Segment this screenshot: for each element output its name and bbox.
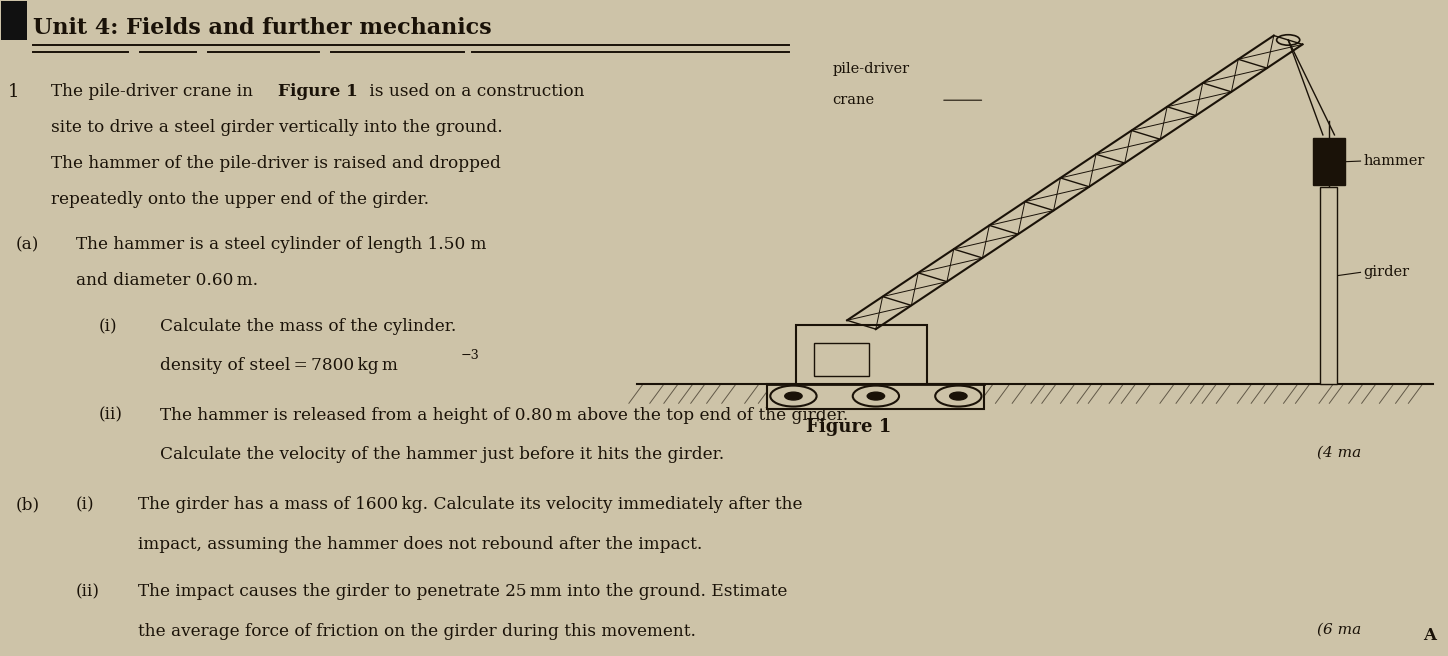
Text: repeatedly onto the upper end of the girder.: repeatedly onto the upper end of the gir…	[51, 190, 430, 207]
Circle shape	[950, 392, 967, 400]
Text: The pile-driver crane in: The pile-driver crane in	[51, 83, 259, 100]
Text: −3: −3	[460, 349, 479, 362]
Text: Unit 4: Fields and further mechanics: Unit 4: Fields and further mechanics	[32, 17, 491, 39]
Text: girder: girder	[1364, 266, 1409, 279]
Text: hammer: hammer	[1364, 154, 1425, 168]
Text: Calculate the velocity of the hammer just before it hits the girder.: Calculate the velocity of the hammer jus…	[159, 446, 724, 463]
Text: Calculate the mass of the cylinder.: Calculate the mass of the cylinder.	[159, 318, 456, 335]
Text: (ii): (ii)	[75, 583, 100, 600]
Bar	[767, 384, 985, 409]
Text: (b): (b)	[14, 496, 39, 513]
Text: (a): (a)	[14, 236, 39, 253]
Text: impact, assuming the hammer does not rebound after the impact.: impact, assuming the hammer does not reb…	[138, 535, 702, 552]
Bar	[1313, 138, 1345, 185]
Text: the average force of friction on the girder during this movement.: the average force of friction on the gir…	[138, 623, 696, 640]
Text: site to drive a steel girder vertically into the ground.: site to drive a steel girder vertically …	[51, 119, 502, 136]
Text: The impact causes the girder to penetrate 25 mm into the ground. Estimate: The impact causes the girder to penetrat…	[138, 583, 788, 600]
Text: (ii): (ii)	[98, 407, 123, 424]
Text: (6 ma: (6 ma	[1318, 623, 1361, 636]
Bar	[796, 325, 927, 384]
Text: (i): (i)	[75, 496, 94, 513]
Text: is used on a construction: is used on a construction	[363, 83, 585, 100]
Text: The hammer is released from a height of 0.80 m above the top end of the girder.: The hammer is released from a height of …	[159, 407, 849, 424]
Circle shape	[785, 392, 802, 400]
Bar	[814, 343, 869, 376]
Circle shape	[867, 392, 885, 400]
Text: Figure 1: Figure 1	[807, 419, 892, 436]
Bar	[1321, 186, 1338, 384]
Text: (i): (i)	[98, 318, 117, 335]
Text: The hammer is a steel cylinder of length 1.50 m: The hammer is a steel cylinder of length…	[75, 236, 487, 253]
Text: The girder has a mass of 1600 kg. Calculate its velocity immediately after the: The girder has a mass of 1600 kg. Calcul…	[138, 496, 802, 513]
Text: (4 ma: (4 ma	[1318, 446, 1361, 460]
Text: pile-driver: pile-driver	[833, 62, 909, 77]
Text: and diameter 0.60 m.: and diameter 0.60 m.	[75, 272, 258, 289]
Text: crane: crane	[833, 93, 875, 107]
Text: density of steel = 7800 kg m: density of steel = 7800 kg m	[159, 358, 398, 375]
Text: 1: 1	[7, 83, 20, 100]
Text: A: A	[1423, 626, 1436, 644]
Text: Figure 1: Figure 1	[278, 83, 358, 100]
Bar	[0, 1, 26, 40]
Text: The hammer of the pile-driver is raised and dropped: The hammer of the pile-driver is raised …	[51, 155, 501, 171]
